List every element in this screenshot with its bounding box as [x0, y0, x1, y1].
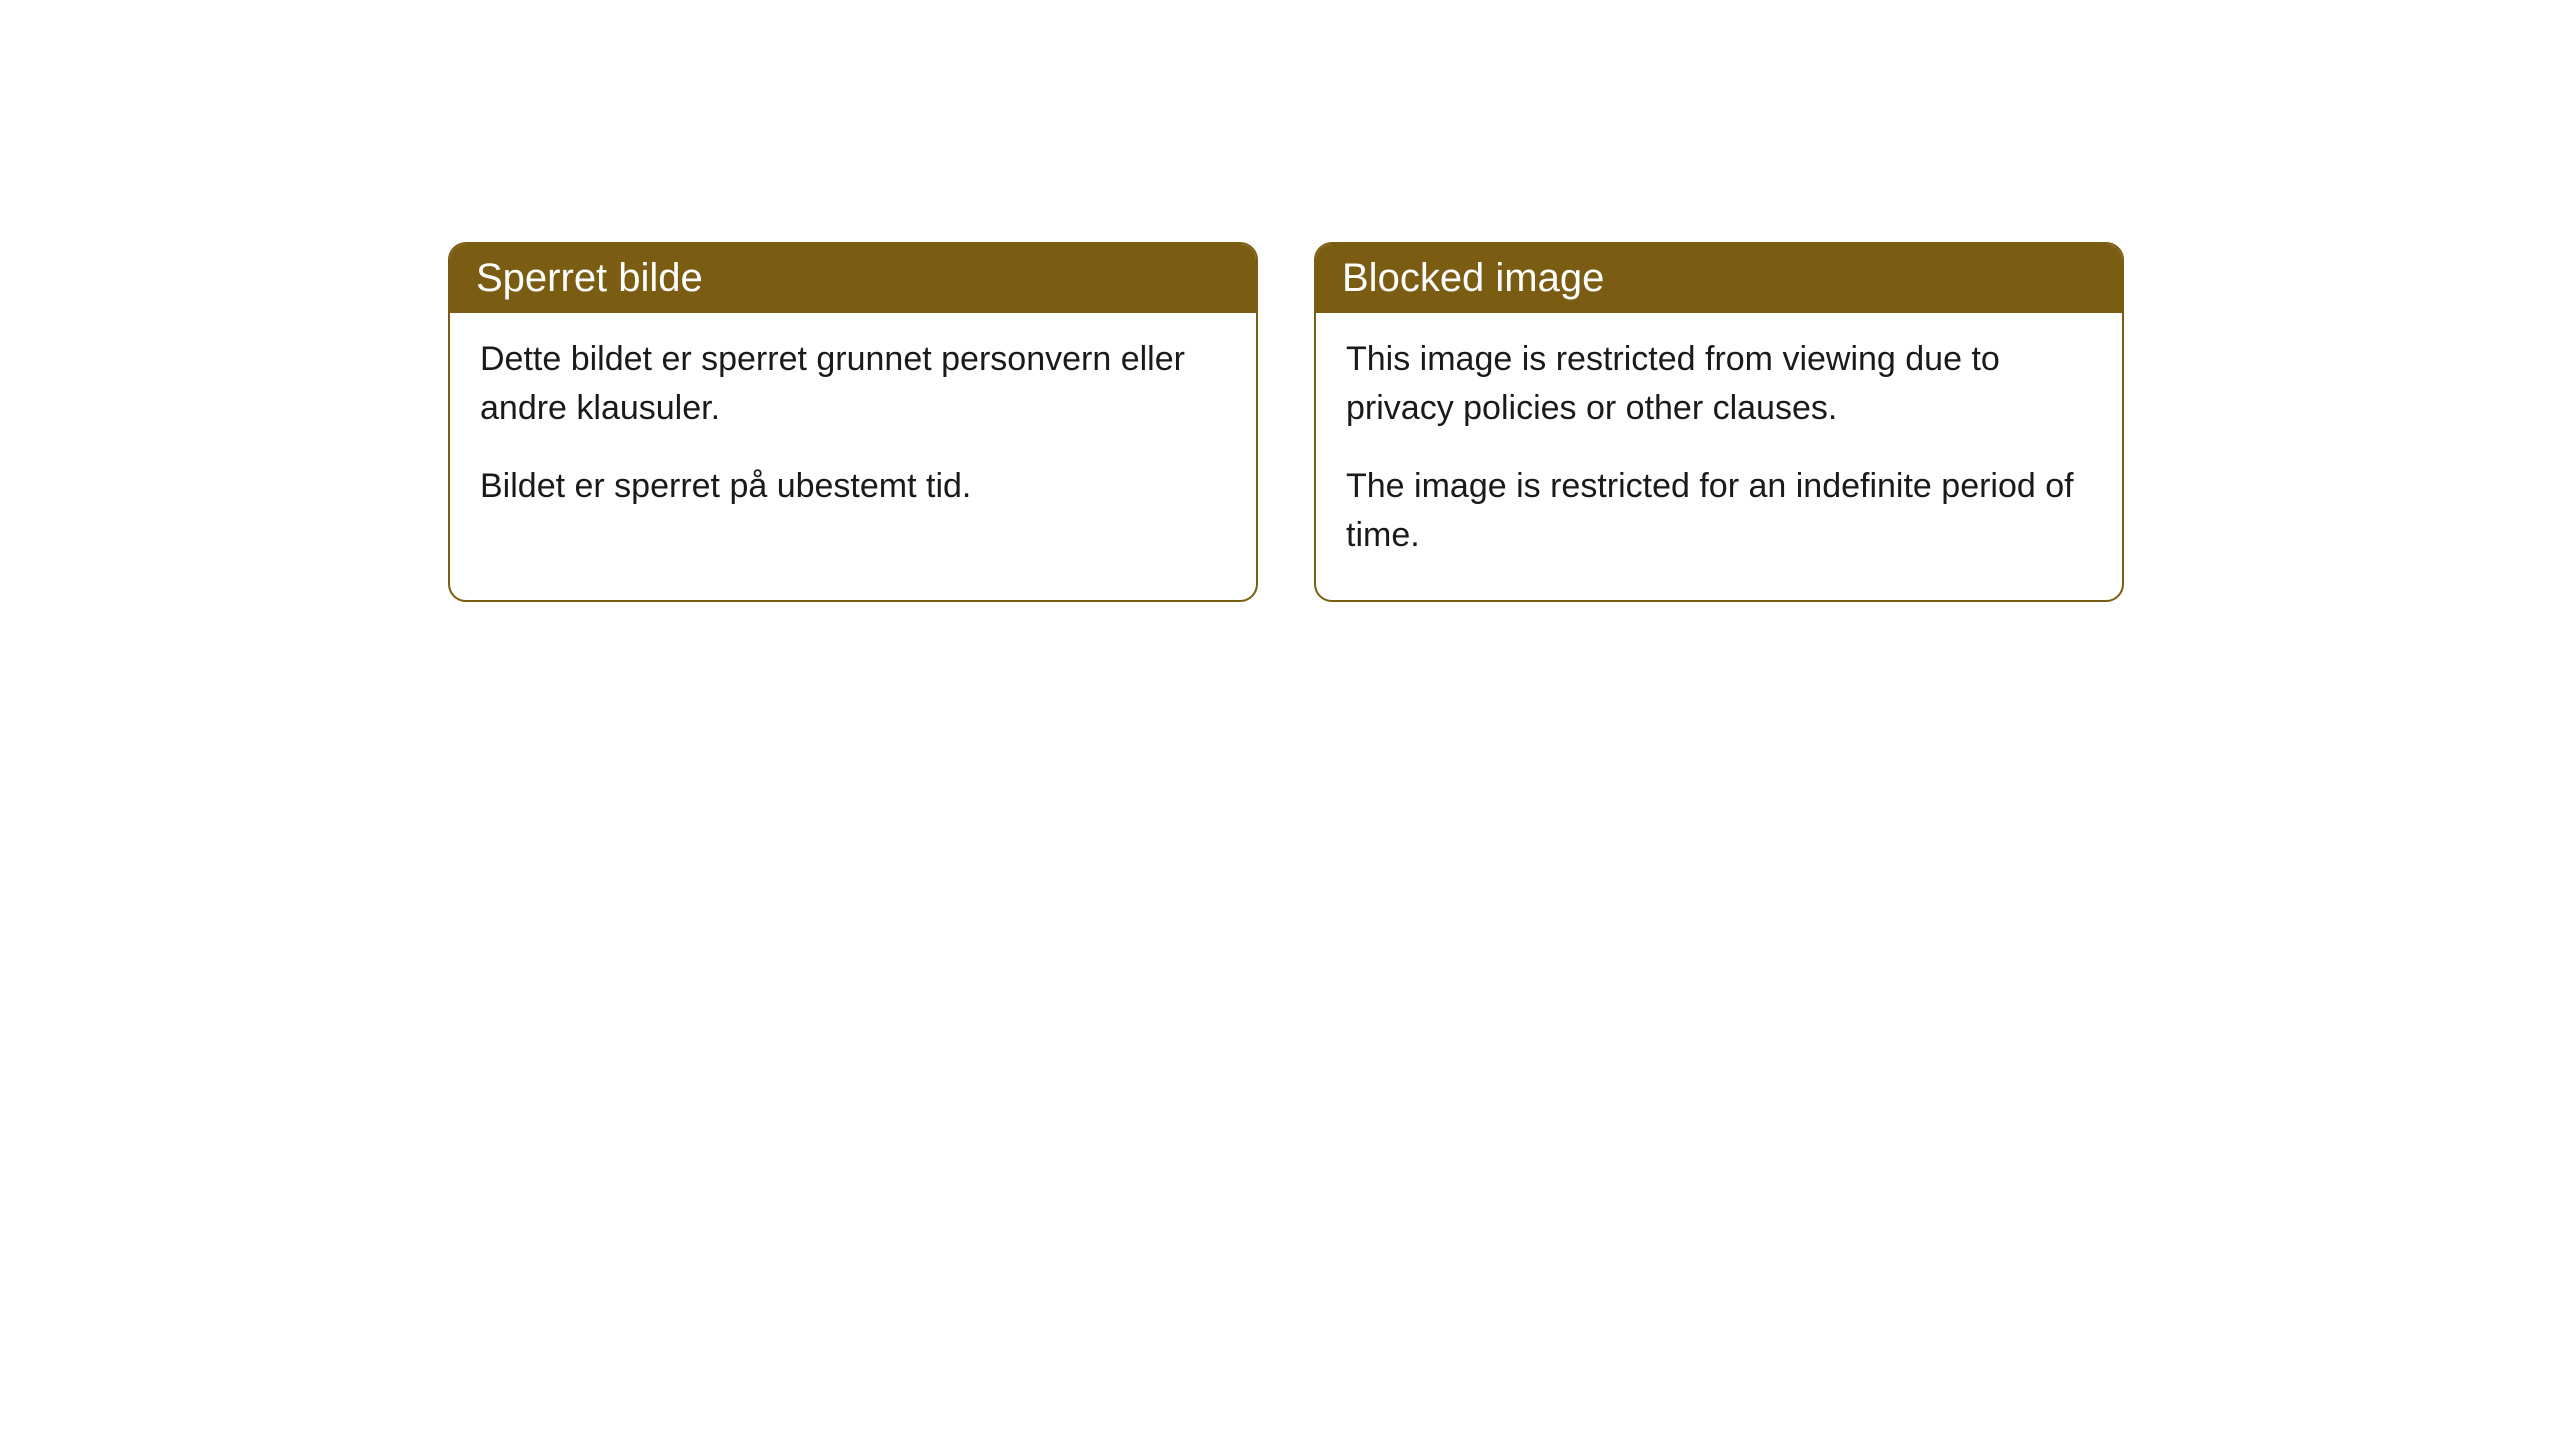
card-english: Blocked image This image is restricted f… — [1314, 242, 2124, 602]
card-header-english: Blocked image — [1316, 244, 2122, 313]
card-paragraph: Dette bildet er sperret grunnet personve… — [480, 335, 1226, 434]
card-paragraph: This image is restricted from viewing du… — [1346, 335, 2092, 434]
card-paragraph: Bildet er sperret på ubestemt tid. — [480, 462, 1226, 511]
card-header-norwegian: Sperret bilde — [450, 244, 1256, 313]
card-paragraph: The image is restricted for an indefinit… — [1346, 462, 2092, 561]
card-title: Blocked image — [1342, 256, 1604, 300]
card-body-norwegian: Dette bildet er sperret grunnet personve… — [450, 313, 1256, 551]
card-norwegian: Sperret bilde Dette bildet er sperret gr… — [448, 242, 1258, 602]
cards-container: Sperret bilde Dette bildet er sperret gr… — [448, 242, 2124, 602]
card-title: Sperret bilde — [476, 256, 703, 300]
card-body-english: This image is restricted from viewing du… — [1316, 313, 2122, 600]
